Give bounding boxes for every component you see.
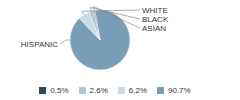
html-text:90.7%: 90.7% — [168, 86, 191, 95]
svg-text:ASIAN: ASIAN — [142, 24, 166, 33]
svg-text:HISPANIC: HISPANIC — [21, 40, 58, 49]
svg-text:BLACK: BLACK — [142, 15, 169, 24]
html-text:6.2%: 6.2% — [128, 86, 147, 95]
html-text:2.6%: 2.6% — [89, 86, 108, 95]
svg-text:WHITE: WHITE — [142, 6, 168, 15]
html-text:0.5%: 0.5% — [50, 86, 69, 95]
